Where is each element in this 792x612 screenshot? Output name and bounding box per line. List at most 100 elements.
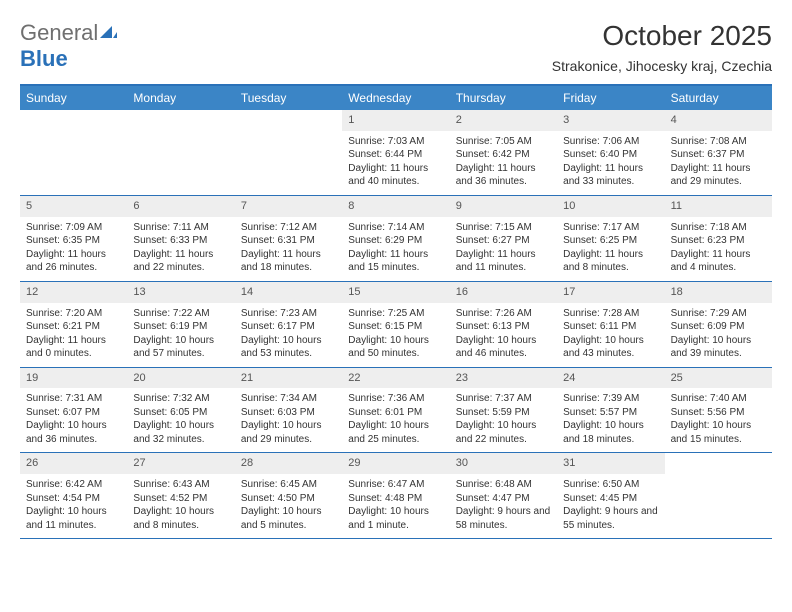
daylight-text: Daylight: 10 hours and 43 minutes. bbox=[563, 334, 658, 361]
daylight-text: Daylight: 10 hours and 57 minutes. bbox=[133, 334, 228, 361]
calendar-day-cell: 8Sunrise: 7:14 AMSunset: 6:29 PMDaylight… bbox=[342, 196, 449, 281]
sunrise-text: Sunrise: 6:45 AM bbox=[241, 478, 336, 492]
day-number: 25 bbox=[665, 368, 772, 389]
sunrise-text: Sunrise: 7:25 AM bbox=[348, 307, 443, 321]
day-number: 4 bbox=[665, 110, 772, 131]
sunrise-text: Sunrise: 7:37 AM bbox=[456, 392, 551, 406]
title-block: October 2025 Strakonice, Jihocesky kraj,… bbox=[552, 20, 772, 74]
day-number: 1 bbox=[342, 110, 449, 131]
daylight-text: Daylight: 10 hours and 39 minutes. bbox=[671, 334, 766, 361]
sunset-text: Sunset: 6:11 PM bbox=[563, 320, 658, 334]
day-number: 21 bbox=[235, 368, 342, 389]
daylight-text: Daylight: 10 hours and 29 minutes. bbox=[241, 419, 336, 446]
day-body: Sunrise: 7:06 AMSunset: 6:40 PMDaylight:… bbox=[557, 131, 664, 195]
calendar-day-cell: 31Sunrise: 6:50 AMSunset: 4:45 PMDayligh… bbox=[557, 453, 664, 538]
page-title: October 2025 bbox=[552, 20, 772, 52]
sunset-text: Sunset: 6:42 PM bbox=[456, 148, 551, 162]
day-body: Sunrise: 7:25 AMSunset: 6:15 PMDaylight:… bbox=[342, 303, 449, 367]
sunrise-text: Sunrise: 7:29 AM bbox=[671, 307, 766, 321]
sunrise-text: Sunrise: 7:31 AM bbox=[26, 392, 121, 406]
daylight-text: Daylight: 11 hours and 4 minutes. bbox=[671, 248, 766, 275]
sunrise-text: Sunrise: 7:26 AM bbox=[456, 307, 551, 321]
sunset-text: Sunset: 6:17 PM bbox=[241, 320, 336, 334]
calendar-day-cell: 16Sunrise: 7:26 AMSunset: 6:13 PMDayligh… bbox=[450, 282, 557, 367]
day-body: Sunrise: 7:31 AMSunset: 6:07 PMDaylight:… bbox=[20, 388, 127, 452]
sunset-text: Sunset: 6:09 PM bbox=[671, 320, 766, 334]
location-subtitle: Strakonice, Jihocesky kraj, Czechia bbox=[552, 58, 772, 74]
day-body: Sunrise: 7:37 AMSunset: 5:59 PMDaylight:… bbox=[450, 388, 557, 452]
sunrise-text: Sunrise: 7:03 AM bbox=[348, 135, 443, 149]
day-body: Sunrise: 6:43 AMSunset: 4:52 PMDaylight:… bbox=[127, 474, 234, 538]
sunset-text: Sunset: 5:56 PM bbox=[671, 406, 766, 420]
calendar-day-cell: 21Sunrise: 7:34 AMSunset: 6:03 PMDayligh… bbox=[235, 368, 342, 453]
daylight-text: Daylight: 10 hours and 32 minutes. bbox=[133, 419, 228, 446]
sunset-text: Sunset: 4:52 PM bbox=[133, 492, 228, 506]
sunset-text: Sunset: 6:19 PM bbox=[133, 320, 228, 334]
day-body: Sunrise: 7:12 AMSunset: 6:31 PMDaylight:… bbox=[235, 217, 342, 281]
day-body: Sunrise: 7:11 AMSunset: 6:33 PMDaylight:… bbox=[127, 217, 234, 281]
day-body: Sunrise: 7:28 AMSunset: 6:11 PMDaylight:… bbox=[557, 303, 664, 367]
calendar-day-cell: 22Sunrise: 7:36 AMSunset: 6:01 PMDayligh… bbox=[342, 368, 449, 453]
sunset-text: Sunset: 6:31 PM bbox=[241, 234, 336, 248]
sunrise-text: Sunrise: 7:36 AM bbox=[348, 392, 443, 406]
calendar-day-cell: 19Sunrise: 7:31 AMSunset: 6:07 PMDayligh… bbox=[20, 368, 127, 453]
calendar-day-cell: 7Sunrise: 7:12 AMSunset: 6:31 PMDaylight… bbox=[235, 196, 342, 281]
daylight-text: Daylight: 10 hours and 15 minutes. bbox=[671, 419, 766, 446]
day-number: 6 bbox=[127, 196, 234, 217]
brand-text: GeneralBlue bbox=[20, 20, 118, 72]
day-body: Sunrise: 7:34 AMSunset: 6:03 PMDaylight:… bbox=[235, 388, 342, 452]
day-body: Sunrise: 7:20 AMSunset: 6:21 PMDaylight:… bbox=[20, 303, 127, 367]
day-body: Sunrise: 7:40 AMSunset: 5:56 PMDaylight:… bbox=[665, 388, 772, 452]
day-body: Sunrise: 7:17 AMSunset: 6:25 PMDaylight:… bbox=[557, 217, 664, 281]
day-body: Sunrise: 6:47 AMSunset: 4:48 PMDaylight:… bbox=[342, 474, 449, 538]
calendar-day-cell: 14Sunrise: 7:23 AMSunset: 6:17 PMDayligh… bbox=[235, 282, 342, 367]
weekday-header: Saturday bbox=[665, 86, 772, 110]
sunrise-text: Sunrise: 7:15 AM bbox=[456, 221, 551, 235]
page-header: GeneralBlue October 2025 Strakonice, Jih… bbox=[20, 20, 772, 74]
day-number: 3 bbox=[557, 110, 664, 131]
day-number: 19 bbox=[20, 368, 127, 389]
calendar-day-cell: 27Sunrise: 6:43 AMSunset: 4:52 PMDayligh… bbox=[127, 453, 234, 538]
sunset-text: Sunset: 6:13 PM bbox=[456, 320, 551, 334]
day-body: Sunrise: 7:09 AMSunset: 6:35 PMDaylight:… bbox=[20, 217, 127, 281]
sunrise-text: Sunrise: 7:12 AM bbox=[241, 221, 336, 235]
sunrise-text: Sunrise: 7:06 AM bbox=[563, 135, 658, 149]
weekday-header: Monday bbox=[127, 86, 234, 110]
brand-part1: General bbox=[20, 20, 98, 45]
calendar-day-cell: 29Sunrise: 6:47 AMSunset: 4:48 PMDayligh… bbox=[342, 453, 449, 538]
sail-icon bbox=[98, 20, 118, 46]
calendar-day-cell: 15Sunrise: 7:25 AMSunset: 6:15 PMDayligh… bbox=[342, 282, 449, 367]
weekday-header: Tuesday bbox=[235, 86, 342, 110]
calendar-day-cell: 1Sunrise: 7:03 AMSunset: 6:44 PMDaylight… bbox=[342, 110, 449, 195]
weekday-header-row: Sunday Monday Tuesday Wednesday Thursday… bbox=[20, 86, 772, 110]
day-number: 18 bbox=[665, 282, 772, 303]
calendar-day-cell: 3Sunrise: 7:06 AMSunset: 6:40 PMDaylight… bbox=[557, 110, 664, 195]
daylight-text: Daylight: 11 hours and 29 minutes. bbox=[671, 162, 766, 189]
calendar-day-cell: 28Sunrise: 6:45 AMSunset: 4:50 PMDayligh… bbox=[235, 453, 342, 538]
daylight-text: Daylight: 11 hours and 26 minutes. bbox=[26, 248, 121, 275]
calendar-day-cell bbox=[127, 110, 234, 195]
sunset-text: Sunset: 6:05 PM bbox=[133, 406, 228, 420]
sunrise-text: Sunrise: 6:47 AM bbox=[348, 478, 443, 492]
day-number: 16 bbox=[450, 282, 557, 303]
calendar-week-row: 1Sunrise: 7:03 AMSunset: 6:44 PMDaylight… bbox=[20, 110, 772, 196]
sunset-text: Sunset: 6:44 PM bbox=[348, 148, 443, 162]
day-body: Sunrise: 7:05 AMSunset: 6:42 PMDaylight:… bbox=[450, 131, 557, 195]
day-body: Sunrise: 7:15 AMSunset: 6:27 PMDaylight:… bbox=[450, 217, 557, 281]
day-number: 20 bbox=[127, 368, 234, 389]
day-body: Sunrise: 6:42 AMSunset: 4:54 PMDaylight:… bbox=[20, 474, 127, 538]
daylight-text: Daylight: 11 hours and 18 minutes. bbox=[241, 248, 336, 275]
day-number: 31 bbox=[557, 453, 664, 474]
day-body: Sunrise: 7:03 AMSunset: 6:44 PMDaylight:… bbox=[342, 131, 449, 195]
sunset-text: Sunset: 4:45 PM bbox=[563, 492, 658, 506]
sunrise-text: Sunrise: 6:42 AM bbox=[26, 478, 121, 492]
daylight-text: Daylight: 11 hours and 0 minutes. bbox=[26, 334, 121, 361]
sunset-text: Sunset: 6:23 PM bbox=[671, 234, 766, 248]
sunset-text: Sunset: 6:37 PM bbox=[671, 148, 766, 162]
daylight-text: Daylight: 11 hours and 22 minutes. bbox=[133, 248, 228, 275]
calendar-day-cell: 2Sunrise: 7:05 AMSunset: 6:42 PMDaylight… bbox=[450, 110, 557, 195]
daylight-text: Daylight: 9 hours and 58 minutes. bbox=[456, 505, 551, 532]
sunset-text: Sunset: 4:48 PM bbox=[348, 492, 443, 506]
calendar-week-row: 5Sunrise: 7:09 AMSunset: 6:35 PMDaylight… bbox=[20, 196, 772, 282]
day-number: 14 bbox=[235, 282, 342, 303]
